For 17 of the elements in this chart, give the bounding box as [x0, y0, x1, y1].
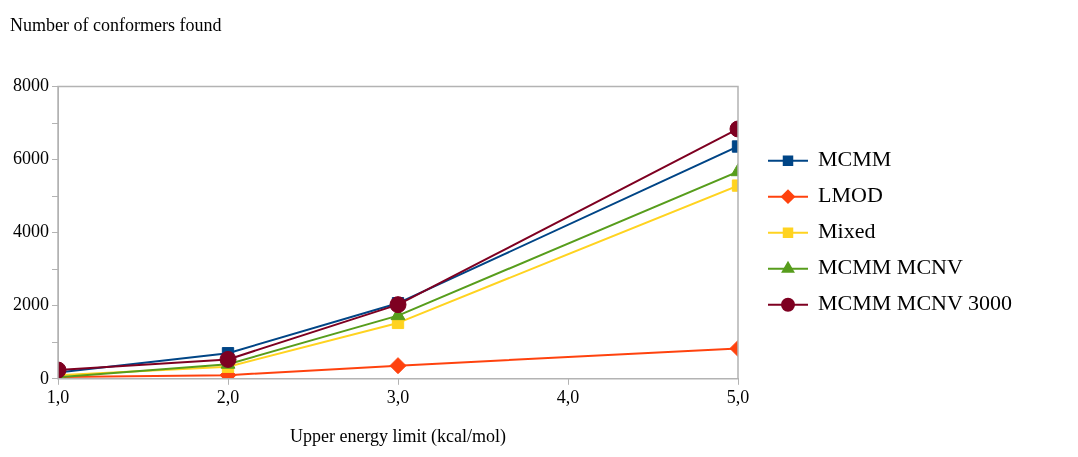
y-tick-label: 2000 — [13, 294, 49, 315]
x-tick-label: 3,0 — [386, 387, 410, 408]
x-tick-label: 5,0 — [726, 387, 750, 408]
legend-label: MCMM MCNV 3000 — [818, 290, 1012, 316]
y-tick-label: 8000 — [13, 75, 49, 96]
x-tick-label: 1,0 — [46, 387, 70, 408]
legend-label: MCMM — [818, 146, 892, 172]
legend-label: Mixed — [818, 218, 876, 244]
y-tick-label: 6000 — [13, 148, 49, 169]
chart-title: Number of conformers found — [10, 14, 222, 35]
x-axis-title: Upper energy limit (kcal/mol) — [289, 425, 507, 447]
y-tick-label: 4000 — [13, 221, 49, 242]
legend-label: LMOD — [818, 182, 883, 208]
legend-label: MCMM MCNV — [818, 254, 963, 280]
x-tick-label: 4,0 — [556, 387, 580, 408]
x-tick-label: 2,0 — [216, 387, 240, 408]
y-tick-label: 0 — [40, 367, 49, 388]
